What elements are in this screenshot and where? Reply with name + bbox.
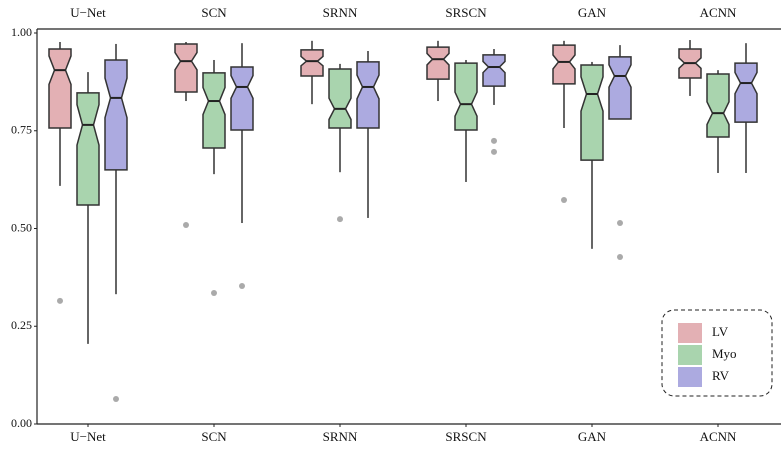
box xyxy=(734,62,758,123)
box xyxy=(104,59,128,171)
facet-label: GAN xyxy=(578,5,607,20)
outlier xyxy=(491,148,497,155)
x-tick-label: ACNN xyxy=(700,429,737,444)
x-tick-label: U−Net xyxy=(70,429,106,444)
box-group xyxy=(48,41,72,304)
box-group xyxy=(734,43,758,173)
y-tick-label: 0.25 xyxy=(11,318,32,332)
box-group xyxy=(104,43,128,402)
box xyxy=(356,61,380,129)
box xyxy=(552,44,576,85)
box xyxy=(76,92,100,206)
box xyxy=(454,62,478,131)
legend-label: Myo xyxy=(712,346,737,361)
box xyxy=(174,43,198,93)
box-group xyxy=(300,40,324,105)
outlier xyxy=(57,297,63,304)
facet-label: ACNN xyxy=(700,5,737,20)
legend-swatch xyxy=(678,367,702,387)
box xyxy=(608,56,632,120)
outlier xyxy=(617,220,623,227)
box xyxy=(48,48,72,129)
box xyxy=(300,49,324,77)
box xyxy=(426,46,450,80)
outlier xyxy=(561,196,567,203)
box-group xyxy=(482,49,506,155)
box-group xyxy=(454,59,478,182)
outlier xyxy=(491,137,497,144)
box-group xyxy=(76,72,100,344)
y-tick-label: 1.00 xyxy=(11,25,32,39)
outlier xyxy=(211,290,217,297)
box xyxy=(706,73,730,138)
x-tick-label: SRNN xyxy=(323,429,358,444)
y-tick-label: 0.00 xyxy=(11,416,32,430)
box xyxy=(230,66,254,131)
outlier xyxy=(617,254,623,261)
box xyxy=(202,72,226,149)
box-group xyxy=(608,45,632,261)
facet-label: SCN xyxy=(201,5,227,20)
box xyxy=(328,68,352,129)
box-group xyxy=(174,41,198,228)
legend-label: LV xyxy=(712,324,729,339)
box-group xyxy=(202,59,226,297)
box-group xyxy=(678,40,702,96)
box-group xyxy=(230,43,254,289)
outlier xyxy=(113,395,119,402)
y-tick-label: 0.75 xyxy=(11,123,32,137)
facet-label: SRNN xyxy=(323,5,358,20)
box-group xyxy=(426,40,450,102)
box-group xyxy=(706,70,730,173)
facet-label: SRSCN xyxy=(445,5,487,20)
x-tick-label: GAN xyxy=(578,429,607,444)
box-group xyxy=(580,61,604,249)
box xyxy=(580,64,604,161)
box-group xyxy=(328,63,352,223)
x-tick-label: SRSCN xyxy=(445,429,487,444)
y-tick-label: 0.50 xyxy=(11,220,32,234)
outlier xyxy=(183,221,189,228)
box xyxy=(482,54,506,87)
legend-swatch xyxy=(678,345,702,365)
outlier xyxy=(239,282,245,289)
box-group xyxy=(356,50,380,218)
legend-label: RV xyxy=(712,368,730,383)
outlier xyxy=(337,216,343,223)
facet-label: U−Net xyxy=(70,5,106,20)
box-group xyxy=(552,40,576,203)
x-tick-label: SCN xyxy=(201,429,227,444)
legend-swatch xyxy=(678,323,702,343)
